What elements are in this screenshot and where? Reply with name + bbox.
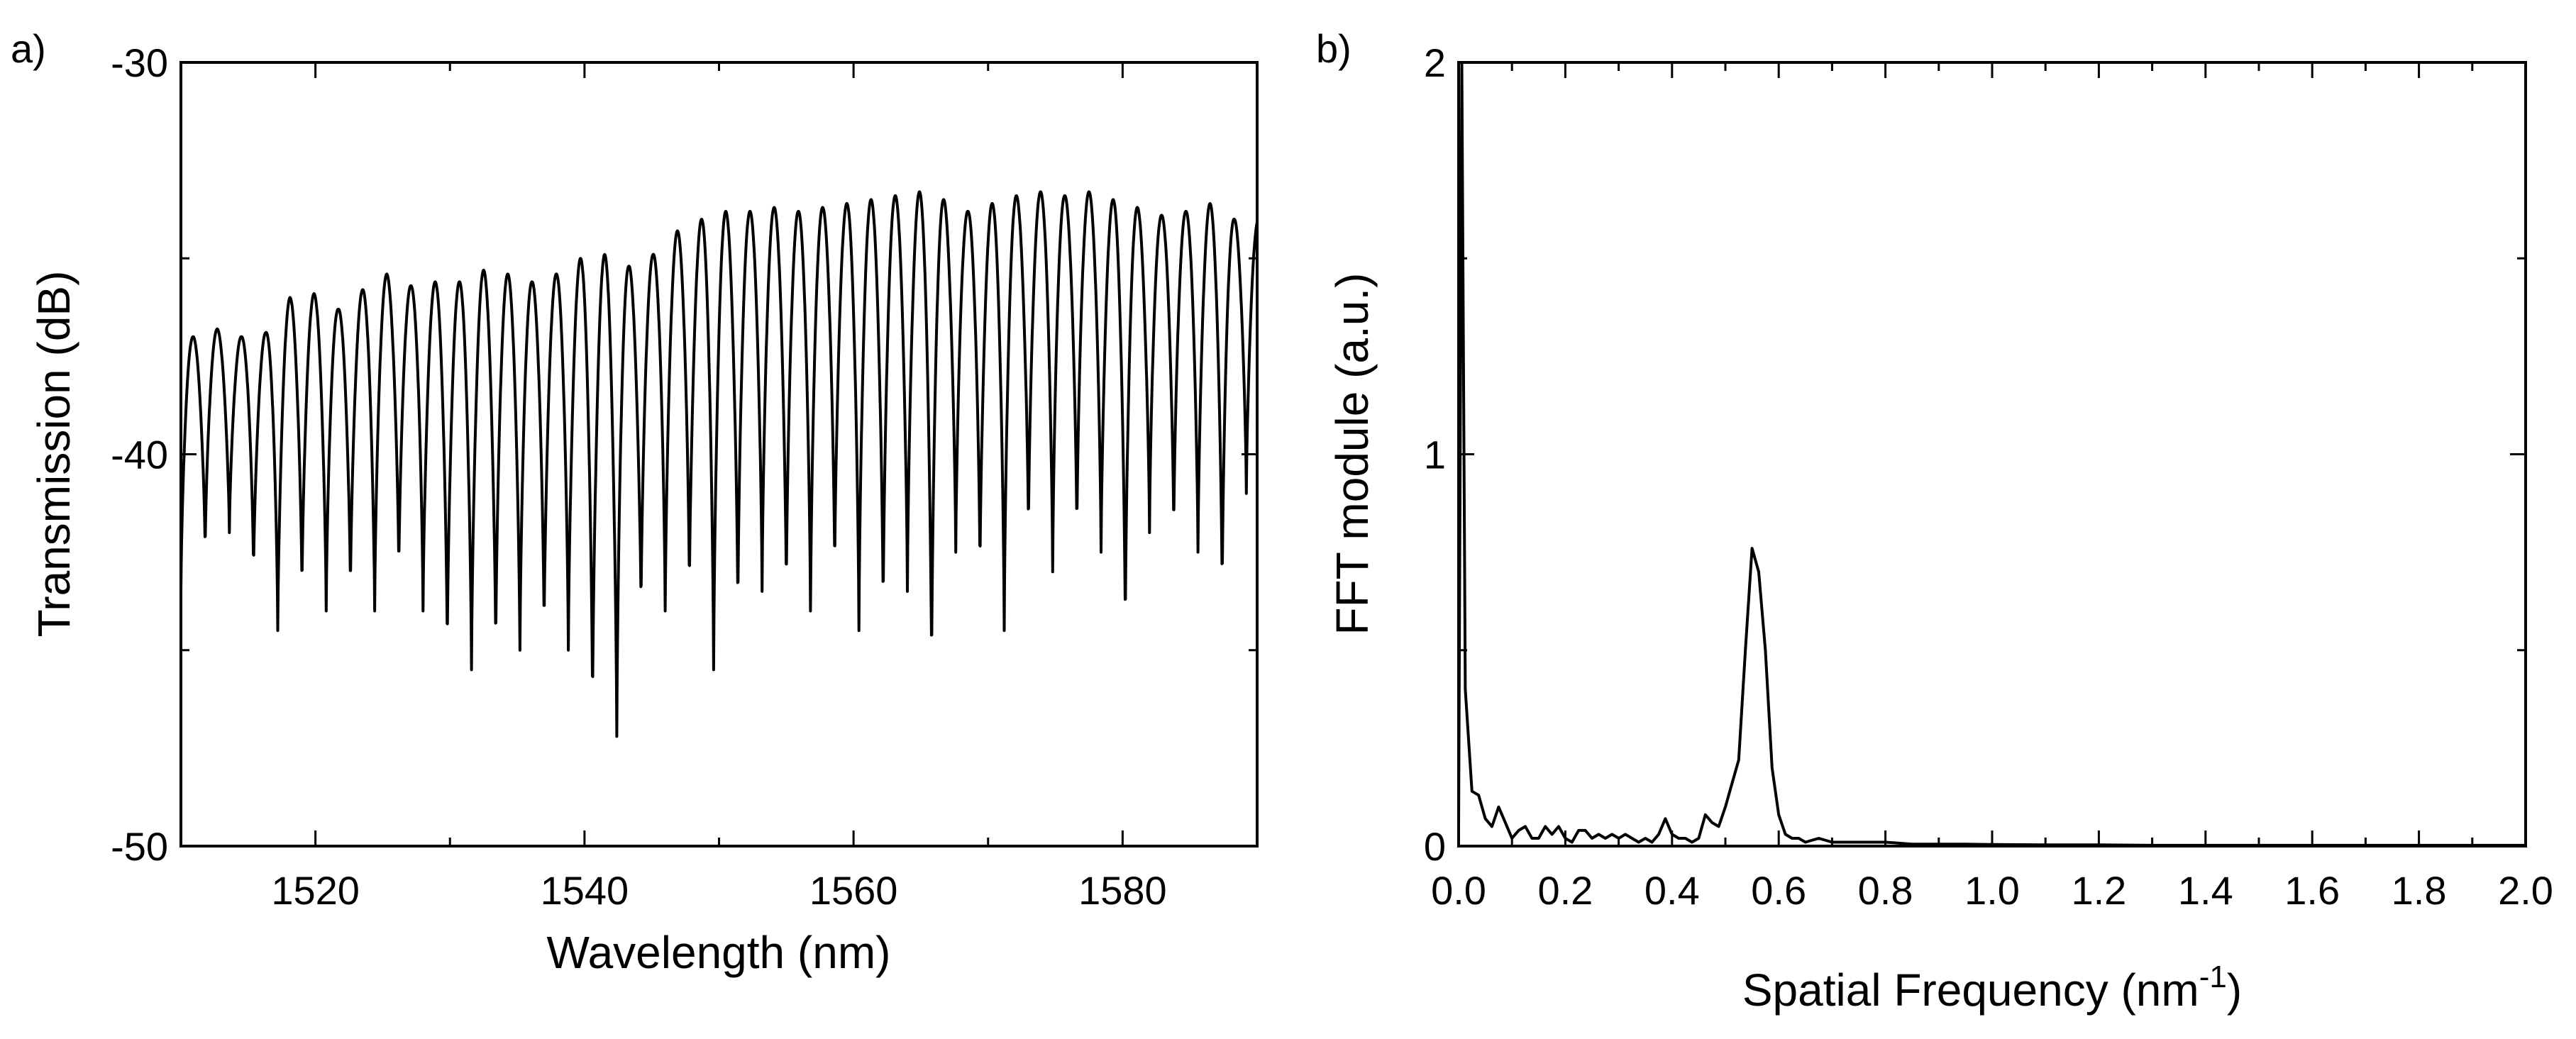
panel-a-y-tick-label: -40 xyxy=(111,433,168,477)
panel-a-y-tick-label: -30 xyxy=(111,40,168,85)
panel-b-x-tick-label: 0.8 xyxy=(1858,868,1913,913)
panel-b-x-tick-label: 0.6 xyxy=(1751,868,1806,913)
panel-b-tick-labels: 0.0 0.2 0.4 0.6 0.8 1.0 1.2 1.4 1.6 1.8 2.0 0 1 2 xyxy=(1424,40,2553,913)
panel-b-ticks xyxy=(1457,61,2527,848)
panel-b-y-tick-label: 1 xyxy=(1424,433,1446,477)
panel-b-x-axis-label-superscript: -1 xyxy=(2199,960,2227,994)
panel-b-x-tick-label: 0.4 xyxy=(1644,868,1700,913)
panel-b-x-tick-label: 1.6 xyxy=(2284,868,2340,913)
panel-b-y-axis-label: FFT module (a.u.) xyxy=(1327,273,1378,635)
panel-b-x-tick-label: 1.4 xyxy=(2178,868,2233,913)
panel-b-x-tick-label: 1.0 xyxy=(1964,868,2020,913)
panel-a-x-tick-label: 1540 xyxy=(541,868,629,913)
panel-a-x-tick-label: 1580 xyxy=(1078,868,1167,913)
panel-a-label: a) xyxy=(11,26,46,71)
panel-b-series-line xyxy=(1457,61,2526,847)
panel-b-x-axis-label-main: Spatial Frequency (nm xyxy=(1742,965,2199,1016)
panel-a-x-tick-label: 1520 xyxy=(271,868,360,913)
panel-b-x-axis-label-close: ) xyxy=(2227,965,2242,1016)
panel-b-label: b) xyxy=(1316,26,1351,71)
panel-b-y-tick-label: 2 xyxy=(1424,40,1446,85)
panel-a-x-tick-label: 1560 xyxy=(809,868,898,913)
panel-a-y-axis-label: Transmission (dB) xyxy=(28,271,79,638)
panel-b-y-tick-label: 0 xyxy=(1424,824,1446,869)
panel-b-series xyxy=(1457,61,2526,847)
panel-b-x-tick-label: 1.8 xyxy=(2392,868,2447,913)
panel-b-frame xyxy=(1457,61,2527,848)
panel-a-frame xyxy=(179,61,1259,848)
panel-b-x-tick-label: 0.0 xyxy=(1431,868,1486,913)
panel-a-y-tick-label: -50 xyxy=(111,824,168,869)
panel-b-chart: b) 0.0 0.2 0.4 0.6 0.8 1.0 1.2 1.4 1.6 1.8 2.0012 … xyxy=(1316,26,2553,1016)
panel-a-tick-labels: 1520 1540 1560 1580 -50 -40 -30 xyxy=(111,40,1167,913)
panel-b-x-tick-label: 2.0 xyxy=(2498,868,2553,913)
panel-a-ticks xyxy=(179,61,1259,848)
panel-a-series-line xyxy=(179,190,1259,738)
panel-b-x-tick-label: 0.2 xyxy=(1537,868,1593,913)
panel-b-x-tick-label: 1.2 xyxy=(2071,868,2126,913)
panel-a-x-axis-label: Wavelength (nm) xyxy=(547,927,891,978)
panel-a-chart: a) 1520 1540 1560 1580 -50 -40 -30 Wavelength … xyxy=(11,26,1259,978)
panel-a-series xyxy=(179,190,1259,738)
panel-b-x-axis-label: Spatial Frequency (nm-1) xyxy=(1742,960,2242,1016)
